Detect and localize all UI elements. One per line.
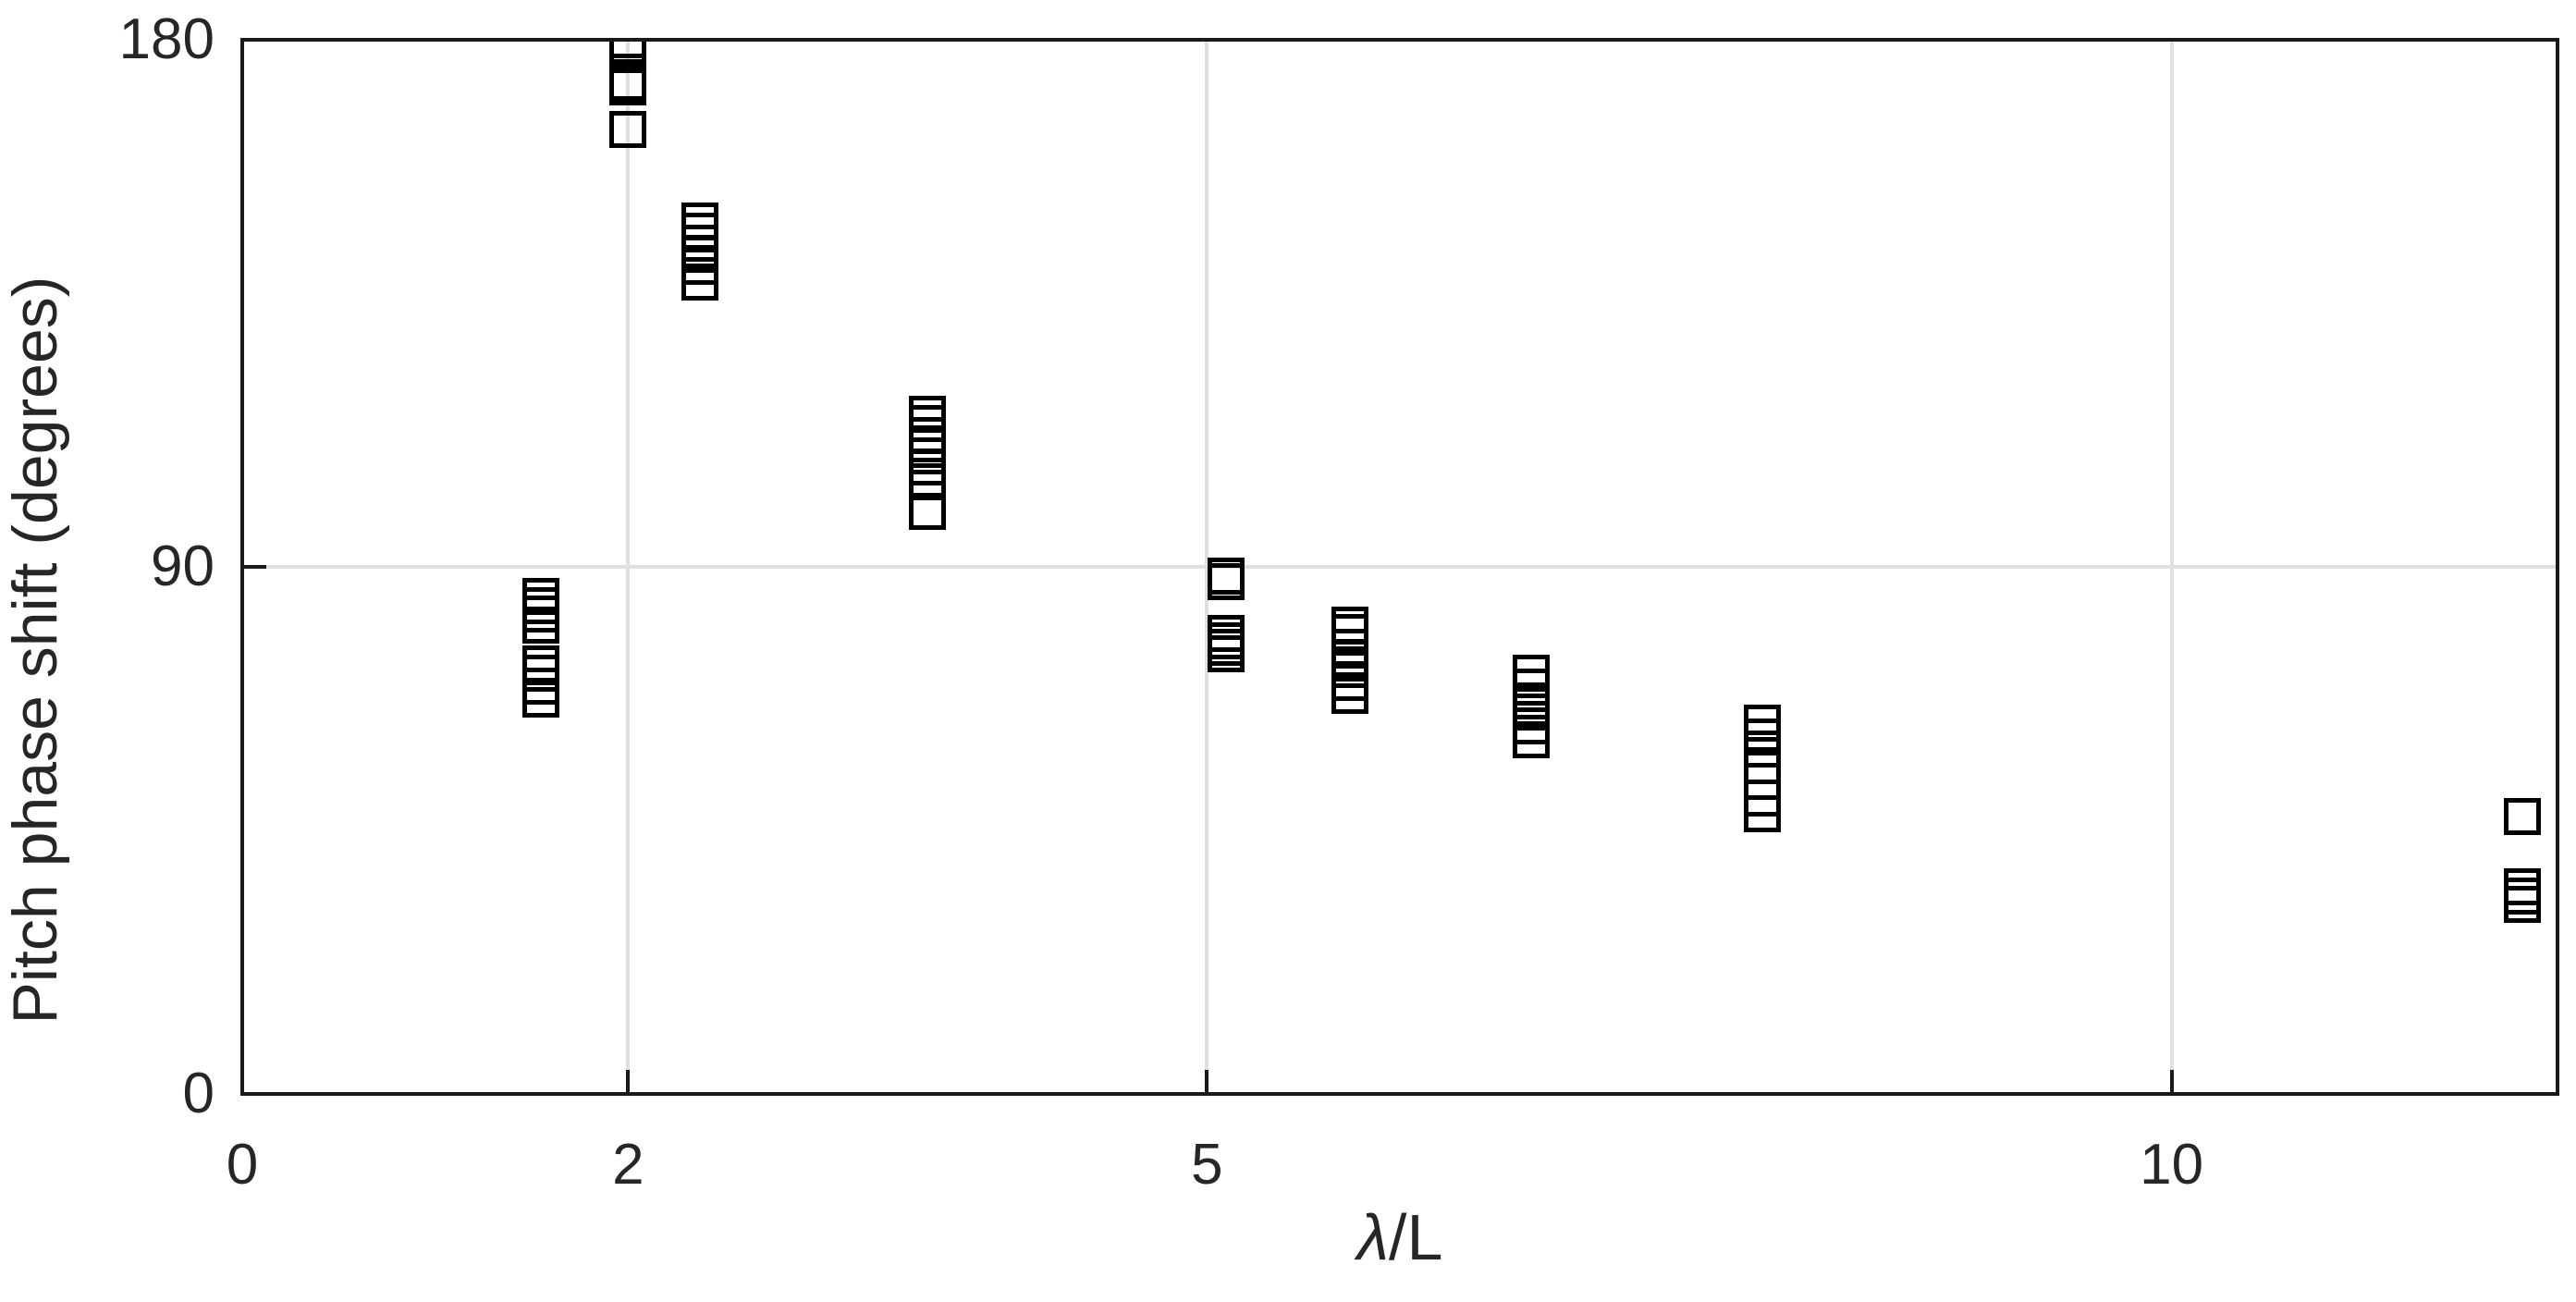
x-tick-mark (2169, 1070, 2174, 1094)
data-point-square (908, 463, 946, 501)
x-axis-title-lambda: λ (1356, 1201, 1390, 1273)
data-point-square (1744, 795, 1782, 833)
data-point-square (1208, 563, 1245, 601)
data-point-square (522, 607, 560, 645)
y-tick-label: 90 (151, 534, 215, 598)
y-axis-title: Pitch phase shift (degrees) (0, 276, 70, 1025)
data-point-square (2504, 797, 2542, 835)
plot-area (242, 40, 2558, 1094)
y-tick-mark (242, 565, 266, 569)
x-axis-title-suffix: /L (1389, 1201, 1443, 1273)
data-point-square (908, 492, 946, 530)
data-point-square (2504, 886, 2542, 924)
x-tick-mark (242, 1070, 244, 1094)
data-point-square (609, 110, 647, 148)
data-point-square (1208, 635, 1245, 673)
x-tick-label: 5 (1191, 1133, 1223, 1197)
data-point-square (522, 681, 560, 719)
data-point-square (681, 264, 718, 301)
x-tick-mark (1205, 1070, 1209, 1094)
y-gridline (242, 565, 2558, 569)
x-tick-label: 0 (226, 1133, 259, 1197)
y-tick-label: 180 (118, 7, 215, 71)
x-axis-title: λ/L (242, 1200, 2558, 1274)
data-point-square (1512, 720, 1550, 758)
y-tick-mark (242, 1092, 266, 1094)
x-tick-mark (626, 1070, 631, 1094)
y-tick-label: 0 (182, 1062, 215, 1125)
x-tick-label: 2 (612, 1133, 644, 1197)
data-point-square (609, 68, 647, 105)
data-point-square (1331, 676, 1368, 714)
x-tick-label: 10 (2140, 1133, 2204, 1197)
y-tick-mark (242, 40, 266, 42)
